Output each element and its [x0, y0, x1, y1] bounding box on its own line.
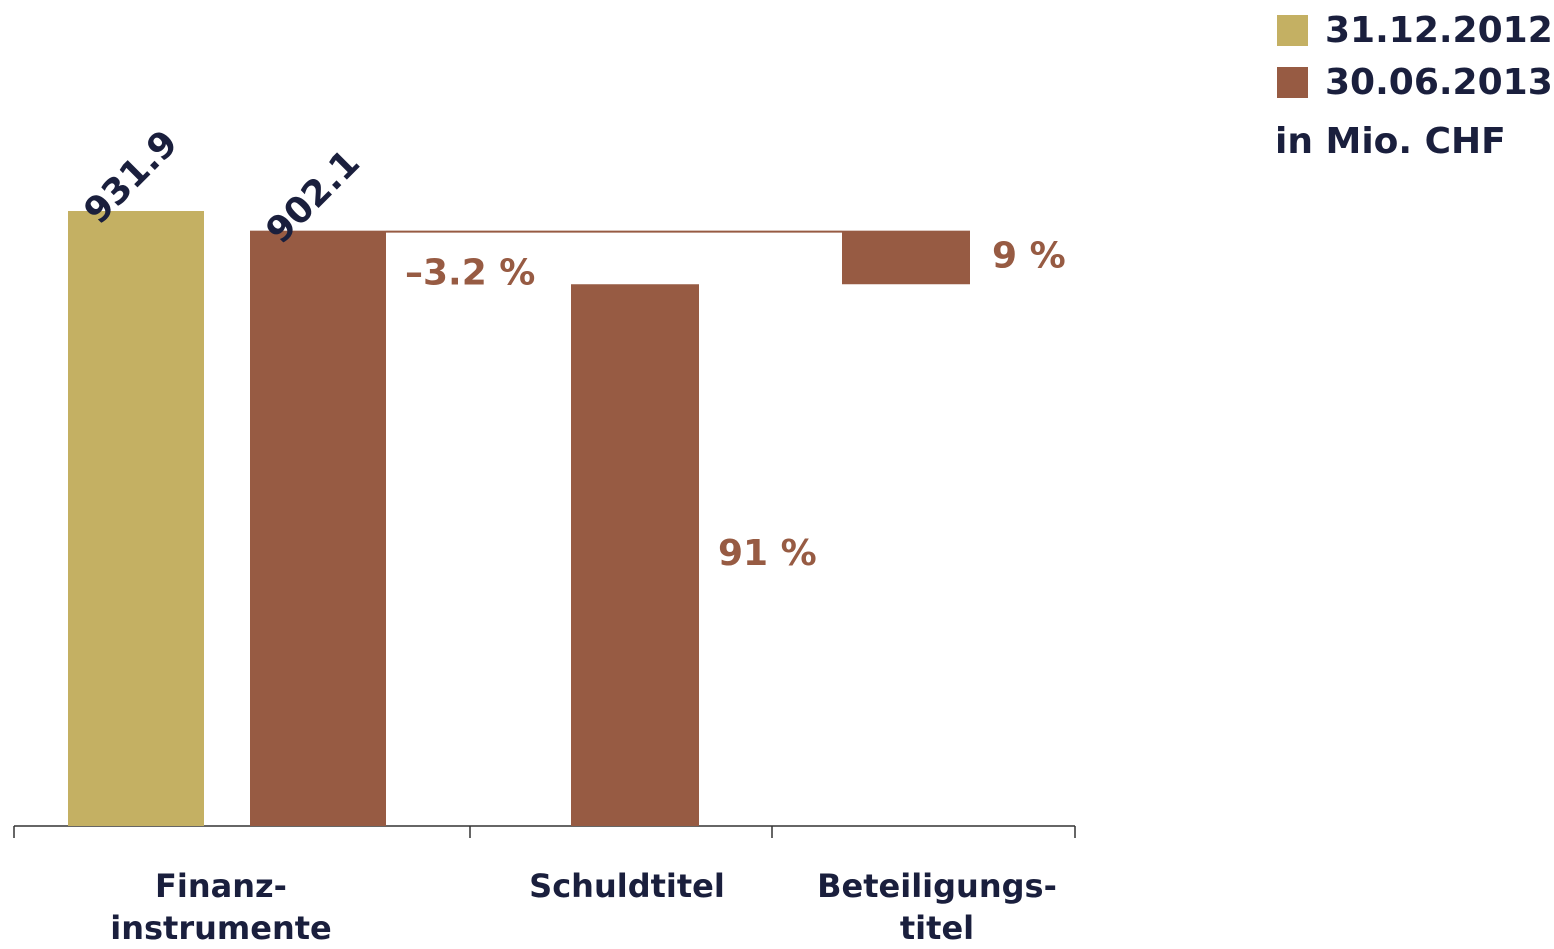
bar	[250, 230, 386, 827]
legend-label: 30.06.2013	[1325, 62, 1553, 103]
value-label: 9 %	[992, 235, 1066, 276]
bar	[68, 211, 204, 826]
legend-swatch	[1277, 15, 1308, 46]
legend-label: 31.12.2012	[1325, 10, 1553, 51]
category-label: Beteiligungs-	[817, 867, 1057, 905]
unit-label: in Mio. CHF	[1275, 121, 1506, 162]
change-label: –3.2 %	[405, 253, 535, 294]
category-label: instrumente	[110, 909, 331, 947]
category-label: Finanz-	[155, 867, 287, 905]
bar	[842, 230, 970, 285]
category-label: Schuldtitel	[529, 867, 725, 905]
bar	[571, 284, 699, 826]
value-label: 91 %	[718, 533, 817, 574]
legend-swatch	[1277, 67, 1308, 98]
category-label: titel	[900, 909, 974, 947]
